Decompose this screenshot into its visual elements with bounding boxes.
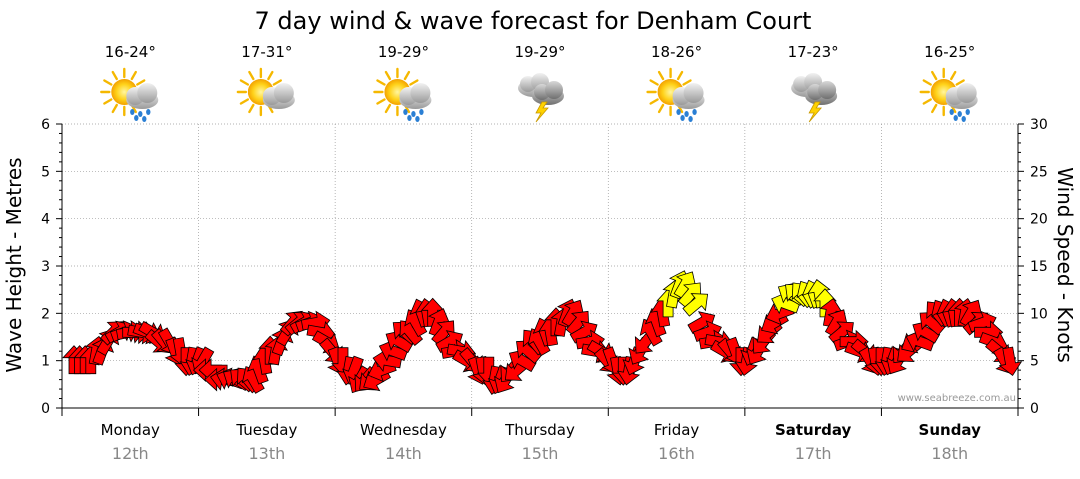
left-tick-label: 2 [41,306,50,322]
day-name: Wednesday [360,421,447,439]
temperature-labels: 16-24° 17-31° 19-29° 19-29° 18-26° 17-23° 16-2… [105,43,976,61]
left-tick-label: 1 [41,354,50,370]
right-tick-label: 0 [1030,401,1039,417]
temperature-range: 16-25° [924,43,975,61]
left-tick-label: 3 [41,259,50,275]
day-date: 12th [112,444,149,463]
sun-cloud-rain-icon [646,67,705,122]
temperature-range: 17-31° [241,43,292,61]
temperature-range: 18-26° [651,43,702,61]
day-name: Sunday [919,421,982,439]
day-labels: Monday 12th Tuesday 13th Wednesday 14th Thursd… [101,421,981,463]
left-tick-label: 4 [41,212,50,228]
left-tick-label: 5 [41,164,50,180]
right-tick-label: 5 [1030,354,1039,370]
day-date: 14th [385,444,422,463]
left-tick-label: 0 [41,401,50,417]
day-name: Monday [101,421,160,439]
day-name: Friday [654,421,700,439]
left-axis-title: Wave Height - Metres [2,157,26,372]
storm-cloud-icon [791,73,838,123]
credit-text: www.seabreeze.com.au [898,393,1016,404]
right-axis-title: Wind Speed - Knots [1053,167,1077,363]
right-tick-label: 25 [1030,164,1048,180]
day-name: Tuesday [235,421,297,439]
day-date: 13th [248,444,285,463]
day-name: Thursday [504,421,575,439]
right-tick-label: 20 [1030,212,1048,228]
temperature-range: 19-29° [378,43,429,61]
day-name: Saturday [775,421,852,439]
day-date: 15th [522,444,559,463]
wind-arrow [682,293,709,317]
day-date: 17th [795,444,832,463]
temperature-range: 16-24° [105,43,156,61]
wind-arrows [62,270,1023,395]
sun-cloud-rain-icon [919,67,978,122]
right-tick-label: 30 [1030,117,1048,133]
left-axis-ticks: 0 1 2 3 4 5 6 [41,117,50,417]
sun-cloud-rain-icon [373,67,432,122]
plot-area [56,123,1024,416]
sun-cloud-icon [236,67,295,117]
temperature-range: 17-23° [788,43,839,61]
day-date: 18th [931,444,968,463]
temperature-range: 19-29° [514,43,565,61]
right-tick-label: 10 [1030,306,1048,322]
left-tick-label: 6 [41,117,50,133]
storm-cloud-icon [518,73,564,123]
sun-cloud-rain-icon [100,67,159,122]
chart-title: 7 day wind & wave forecast for Denham Co… [255,7,812,35]
wind-arrow [998,346,1023,377]
day-date: 16th [658,444,695,463]
weather-icons [100,67,978,123]
right-axis-ticks: 0 5 10 15 20 25 30 [1030,117,1048,417]
right-tick-label: 15 [1030,259,1048,275]
